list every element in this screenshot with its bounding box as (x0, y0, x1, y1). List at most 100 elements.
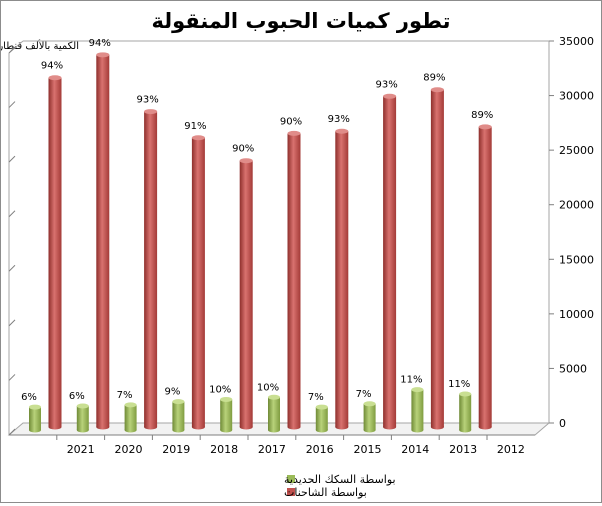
truck-bar-label: 90% (280, 116, 302, 127)
truck-bar-base (144, 424, 158, 430)
x-tick-label: 2019 (162, 443, 190, 456)
value-axis: 0 5000 10000 15000 20000 25000 30000 35000 (549, 35, 594, 430)
rail-bar-base (172, 427, 185, 433)
category-axis-ticks: 2021 2020 2019 2018 2017 2016 2015 2014 2013 2012 (56, 435, 525, 456)
rail-bar (29, 404, 41, 433)
rail-bar-base (220, 427, 233, 433)
y-tick-label: 15000 (559, 253, 594, 266)
x-tick-label: 2020 (115, 443, 143, 456)
truck-bar-base (239, 424, 253, 430)
side-wall-ticks (8, 46, 16, 436)
legend-label-truck: بواسطة الشاحنات (284, 486, 367, 499)
rail-bar (220, 396, 233, 433)
rail-bar-body (363, 403, 376, 430)
truck-bar (287, 130, 301, 430)
rail-bar-body (315, 407, 328, 430)
side-wall-tick (8, 428, 16, 436)
rail-bar-base (29, 427, 41, 433)
x-tick-label: 2016 (306, 443, 334, 456)
truck-bar-body (478, 126, 492, 427)
truck-bar-top (478, 124, 492, 130)
rail-bar-label: 6% (69, 391, 85, 402)
y-tick-label: 5000 (559, 362, 587, 375)
rail-bar-label: 7% (117, 390, 133, 401)
legend-swatch-truck (287, 488, 295, 496)
rail-bar-base (76, 427, 89, 433)
truck-bar-top (287, 130, 301, 136)
x-tick-label: 2015 (354, 443, 382, 456)
rail-bar (363, 401, 376, 433)
rail-bar-label: 11% (448, 379, 470, 390)
side-wall-tick (8, 264, 16, 272)
truck-bar (48, 75, 62, 430)
rail-bar-top (220, 396, 233, 402)
rail-bar-label: 7% (356, 389, 372, 400)
rail-bar-base (268, 427, 280, 433)
truck-bar-label: 94% (41, 61, 63, 72)
rail-bar-body (76, 405, 89, 430)
truck-bar-top (191, 135, 205, 141)
truck-bar (191, 135, 205, 430)
y-tick-label: 0 (559, 417, 566, 430)
rail-bar-top (268, 394, 280, 400)
truck-bar-body (239, 160, 253, 428)
truck-bar-body (96, 54, 110, 428)
truck-bar-base (48, 424, 62, 430)
truck-bar (478, 124, 492, 430)
truck-bar-top (383, 93, 397, 99)
rail-bar-top (411, 387, 424, 393)
side-wall-tick (8, 210, 16, 218)
rail-bar (315, 404, 328, 433)
truck-bar-label: 89% (423, 73, 445, 84)
truck-bar-body (335, 131, 349, 428)
x-tick-label: 2021 (67, 443, 95, 456)
rail-bar-label: 6% (21, 392, 37, 403)
rail-bar-body (411, 389, 424, 430)
side-wall-tick (8, 101, 16, 108)
truck-bar (96, 52, 110, 430)
truck-bar-body (287, 133, 301, 428)
rail-bar-body (459, 393, 472, 430)
rail-bar-base (315, 427, 328, 433)
x-tick-label: 2017 (258, 443, 286, 456)
truck-bar (383, 93, 397, 430)
rail-bar-label: 10% (209, 384, 231, 395)
truck-bar-top (239, 158, 253, 164)
truck-bar-label: 89% (471, 110, 493, 121)
side-wall-tick (8, 46, 16, 54)
truck-bar-base (96, 424, 110, 430)
truck-bar (335, 128, 349, 430)
truck-bar-base (191, 424, 205, 430)
rail-bar-base (411, 427, 424, 433)
rail-bar-top (124, 402, 137, 408)
rail-bar-label: 11% (400, 375, 422, 386)
side-wall-tick (8, 374, 16, 381)
truck-bar-base (430, 424, 444, 430)
legend-swatch-rail (287, 475, 295, 483)
truck-bar-label: 93% (375, 79, 397, 90)
rail-bar-base (459, 427, 472, 433)
rail-bar-body (29, 407, 41, 430)
rail-bar-body (268, 397, 280, 430)
rail-bar-top (76, 403, 89, 409)
rail-bar-top (363, 401, 376, 407)
rail-bar-body (172, 401, 185, 430)
truck-bar-body (430, 89, 444, 428)
truck-bar-top (96, 52, 110, 58)
rail-bar (459, 391, 472, 433)
rail-bar-label: 7% (308, 392, 324, 403)
y-axis-label: الكمية بالألف قنطار (1, 39, 79, 52)
x-tick-label: 2013 (449, 443, 477, 456)
chart-title: تطور كميات الحبوب المنقولة (151, 9, 450, 33)
side-wall-tick (8, 319, 16, 327)
truck-bar-body (144, 111, 158, 427)
rail-bar-body (220, 399, 233, 430)
y-tick-label: 35000 (559, 35, 594, 48)
truck-bar-top (430, 87, 444, 93)
x-tick-label: 2018 (210, 443, 238, 456)
truck-bar (430, 87, 444, 430)
truck-bar-label: 91% (184, 121, 206, 132)
chart-walls (7, 40, 551, 436)
